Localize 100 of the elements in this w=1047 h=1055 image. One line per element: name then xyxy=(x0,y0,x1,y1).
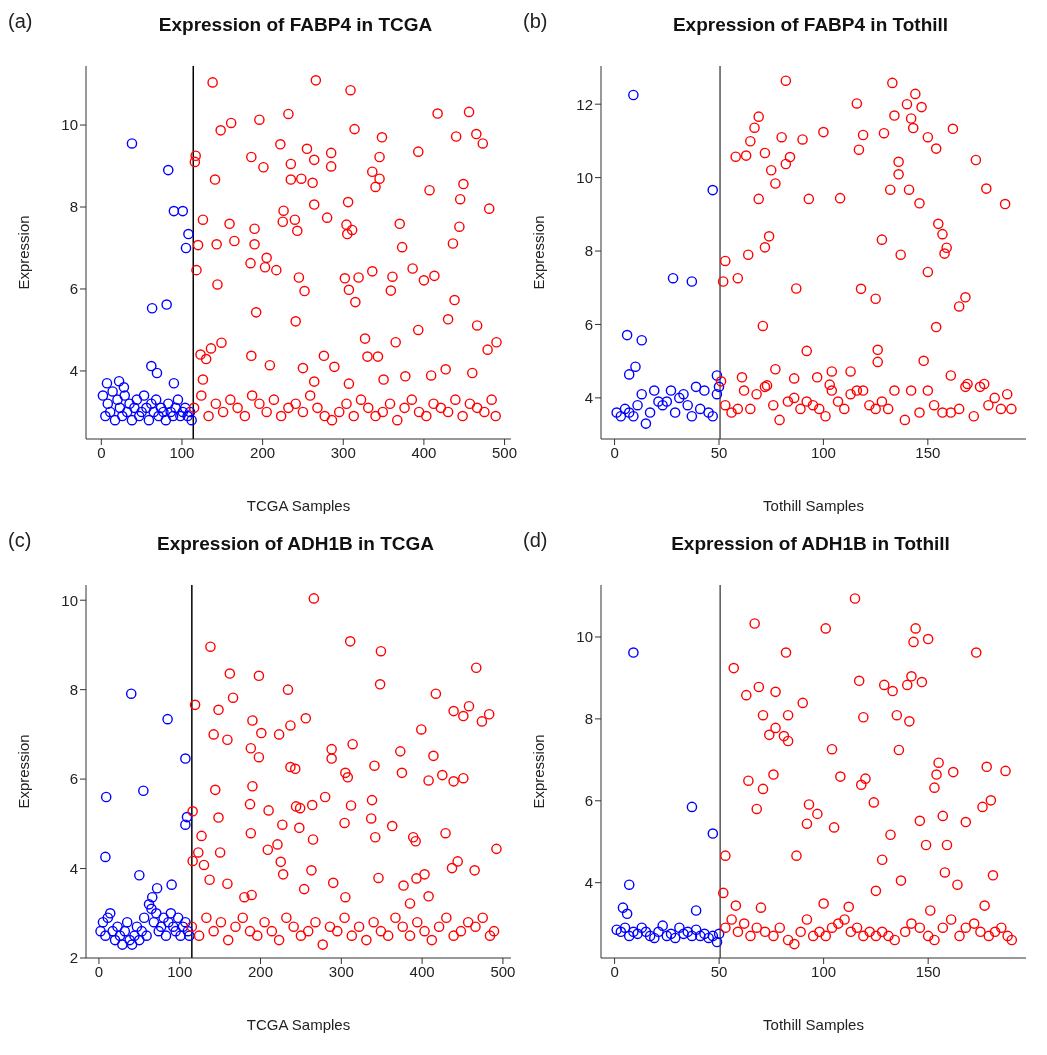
point xyxy=(699,385,710,396)
point xyxy=(177,921,189,932)
y-tick-label: 10 xyxy=(61,591,78,609)
point xyxy=(630,361,641,372)
point xyxy=(667,272,679,284)
point xyxy=(141,930,152,941)
x-tick-label: 100 xyxy=(811,962,837,980)
point xyxy=(112,394,123,405)
y-tick-label: 4 xyxy=(584,389,593,407)
point xyxy=(186,414,197,426)
point xyxy=(665,928,677,940)
point xyxy=(628,410,639,422)
y-tick-label: 8 xyxy=(584,710,593,728)
point xyxy=(181,811,193,823)
point xyxy=(119,390,131,401)
point xyxy=(180,242,192,254)
point xyxy=(150,394,162,405)
point xyxy=(126,138,138,149)
point xyxy=(141,402,152,414)
point xyxy=(180,819,191,831)
point xyxy=(95,925,106,937)
x-tick-label: 500 xyxy=(492,443,518,461)
chart-title: Expression of ADH1B in TCGA xyxy=(156,533,435,555)
y-tick-label: 6 xyxy=(584,315,593,333)
point xyxy=(143,414,155,426)
y-tick-label: 10 xyxy=(61,116,78,134)
point xyxy=(112,921,123,932)
point xyxy=(129,402,140,414)
x-tick-label: 0 xyxy=(94,962,104,980)
point xyxy=(148,406,160,418)
point xyxy=(100,930,111,941)
point xyxy=(109,414,121,426)
point xyxy=(644,930,656,942)
point xyxy=(636,922,648,933)
point xyxy=(657,399,668,411)
point xyxy=(146,360,157,372)
point xyxy=(628,926,639,938)
point xyxy=(101,377,113,389)
point xyxy=(104,907,116,919)
point xyxy=(172,394,184,405)
x-tick-label: 200 xyxy=(250,443,276,461)
point xyxy=(179,402,191,414)
point xyxy=(161,299,172,310)
point xyxy=(690,905,702,916)
point xyxy=(170,402,181,414)
point xyxy=(162,398,174,410)
point xyxy=(657,920,668,931)
point xyxy=(690,924,702,936)
point xyxy=(121,916,133,928)
point xyxy=(644,407,656,418)
point xyxy=(165,406,176,418)
x-tick-label: 100 xyxy=(810,443,836,461)
point xyxy=(155,402,167,414)
point xyxy=(674,392,685,404)
point xyxy=(170,925,181,937)
point xyxy=(632,399,643,411)
point xyxy=(640,418,652,429)
x-tick-label: 150 xyxy=(915,443,941,461)
x-tick-label: 0 xyxy=(610,962,619,980)
y-axis-title: Expression xyxy=(530,734,548,809)
x-axis-title: TCGA Samples xyxy=(246,1016,351,1033)
point xyxy=(711,388,723,400)
point xyxy=(138,785,149,797)
x-tick-label: 50 xyxy=(710,443,728,461)
chart-title: Expression of ADH1B in Tothill xyxy=(670,533,951,555)
point xyxy=(615,410,627,422)
point xyxy=(177,205,189,217)
y-axis-title: Expression xyxy=(15,734,33,809)
x-tick-label: 0 xyxy=(97,443,106,461)
point xyxy=(649,932,660,944)
point xyxy=(707,410,719,422)
point xyxy=(133,410,145,422)
point xyxy=(126,414,138,426)
point xyxy=(100,851,111,863)
point xyxy=(151,907,162,919)
point xyxy=(707,184,719,196)
point xyxy=(146,891,158,903)
point xyxy=(661,396,673,407)
x-axis-title: Tothill Samples xyxy=(763,1016,864,1033)
x-tick-label: 200 xyxy=(248,962,274,980)
x-tick-label: 150 xyxy=(915,962,941,980)
y-tick-label: 8 xyxy=(69,680,78,698)
x-tick-label: 400 xyxy=(411,443,437,461)
point xyxy=(182,410,193,422)
y-tick-label: 10 xyxy=(576,168,593,186)
point xyxy=(153,925,165,937)
point xyxy=(100,791,112,803)
point xyxy=(172,912,184,924)
point xyxy=(166,879,177,890)
point xyxy=(184,930,195,941)
point xyxy=(183,228,194,240)
point xyxy=(136,406,147,418)
point xyxy=(699,928,710,940)
point xyxy=(711,936,723,948)
point xyxy=(678,928,689,940)
point xyxy=(686,276,698,287)
chart-title: Expression of FABP4 in Tothill xyxy=(671,14,950,36)
point xyxy=(713,381,725,393)
point xyxy=(116,410,128,422)
point xyxy=(146,398,157,410)
